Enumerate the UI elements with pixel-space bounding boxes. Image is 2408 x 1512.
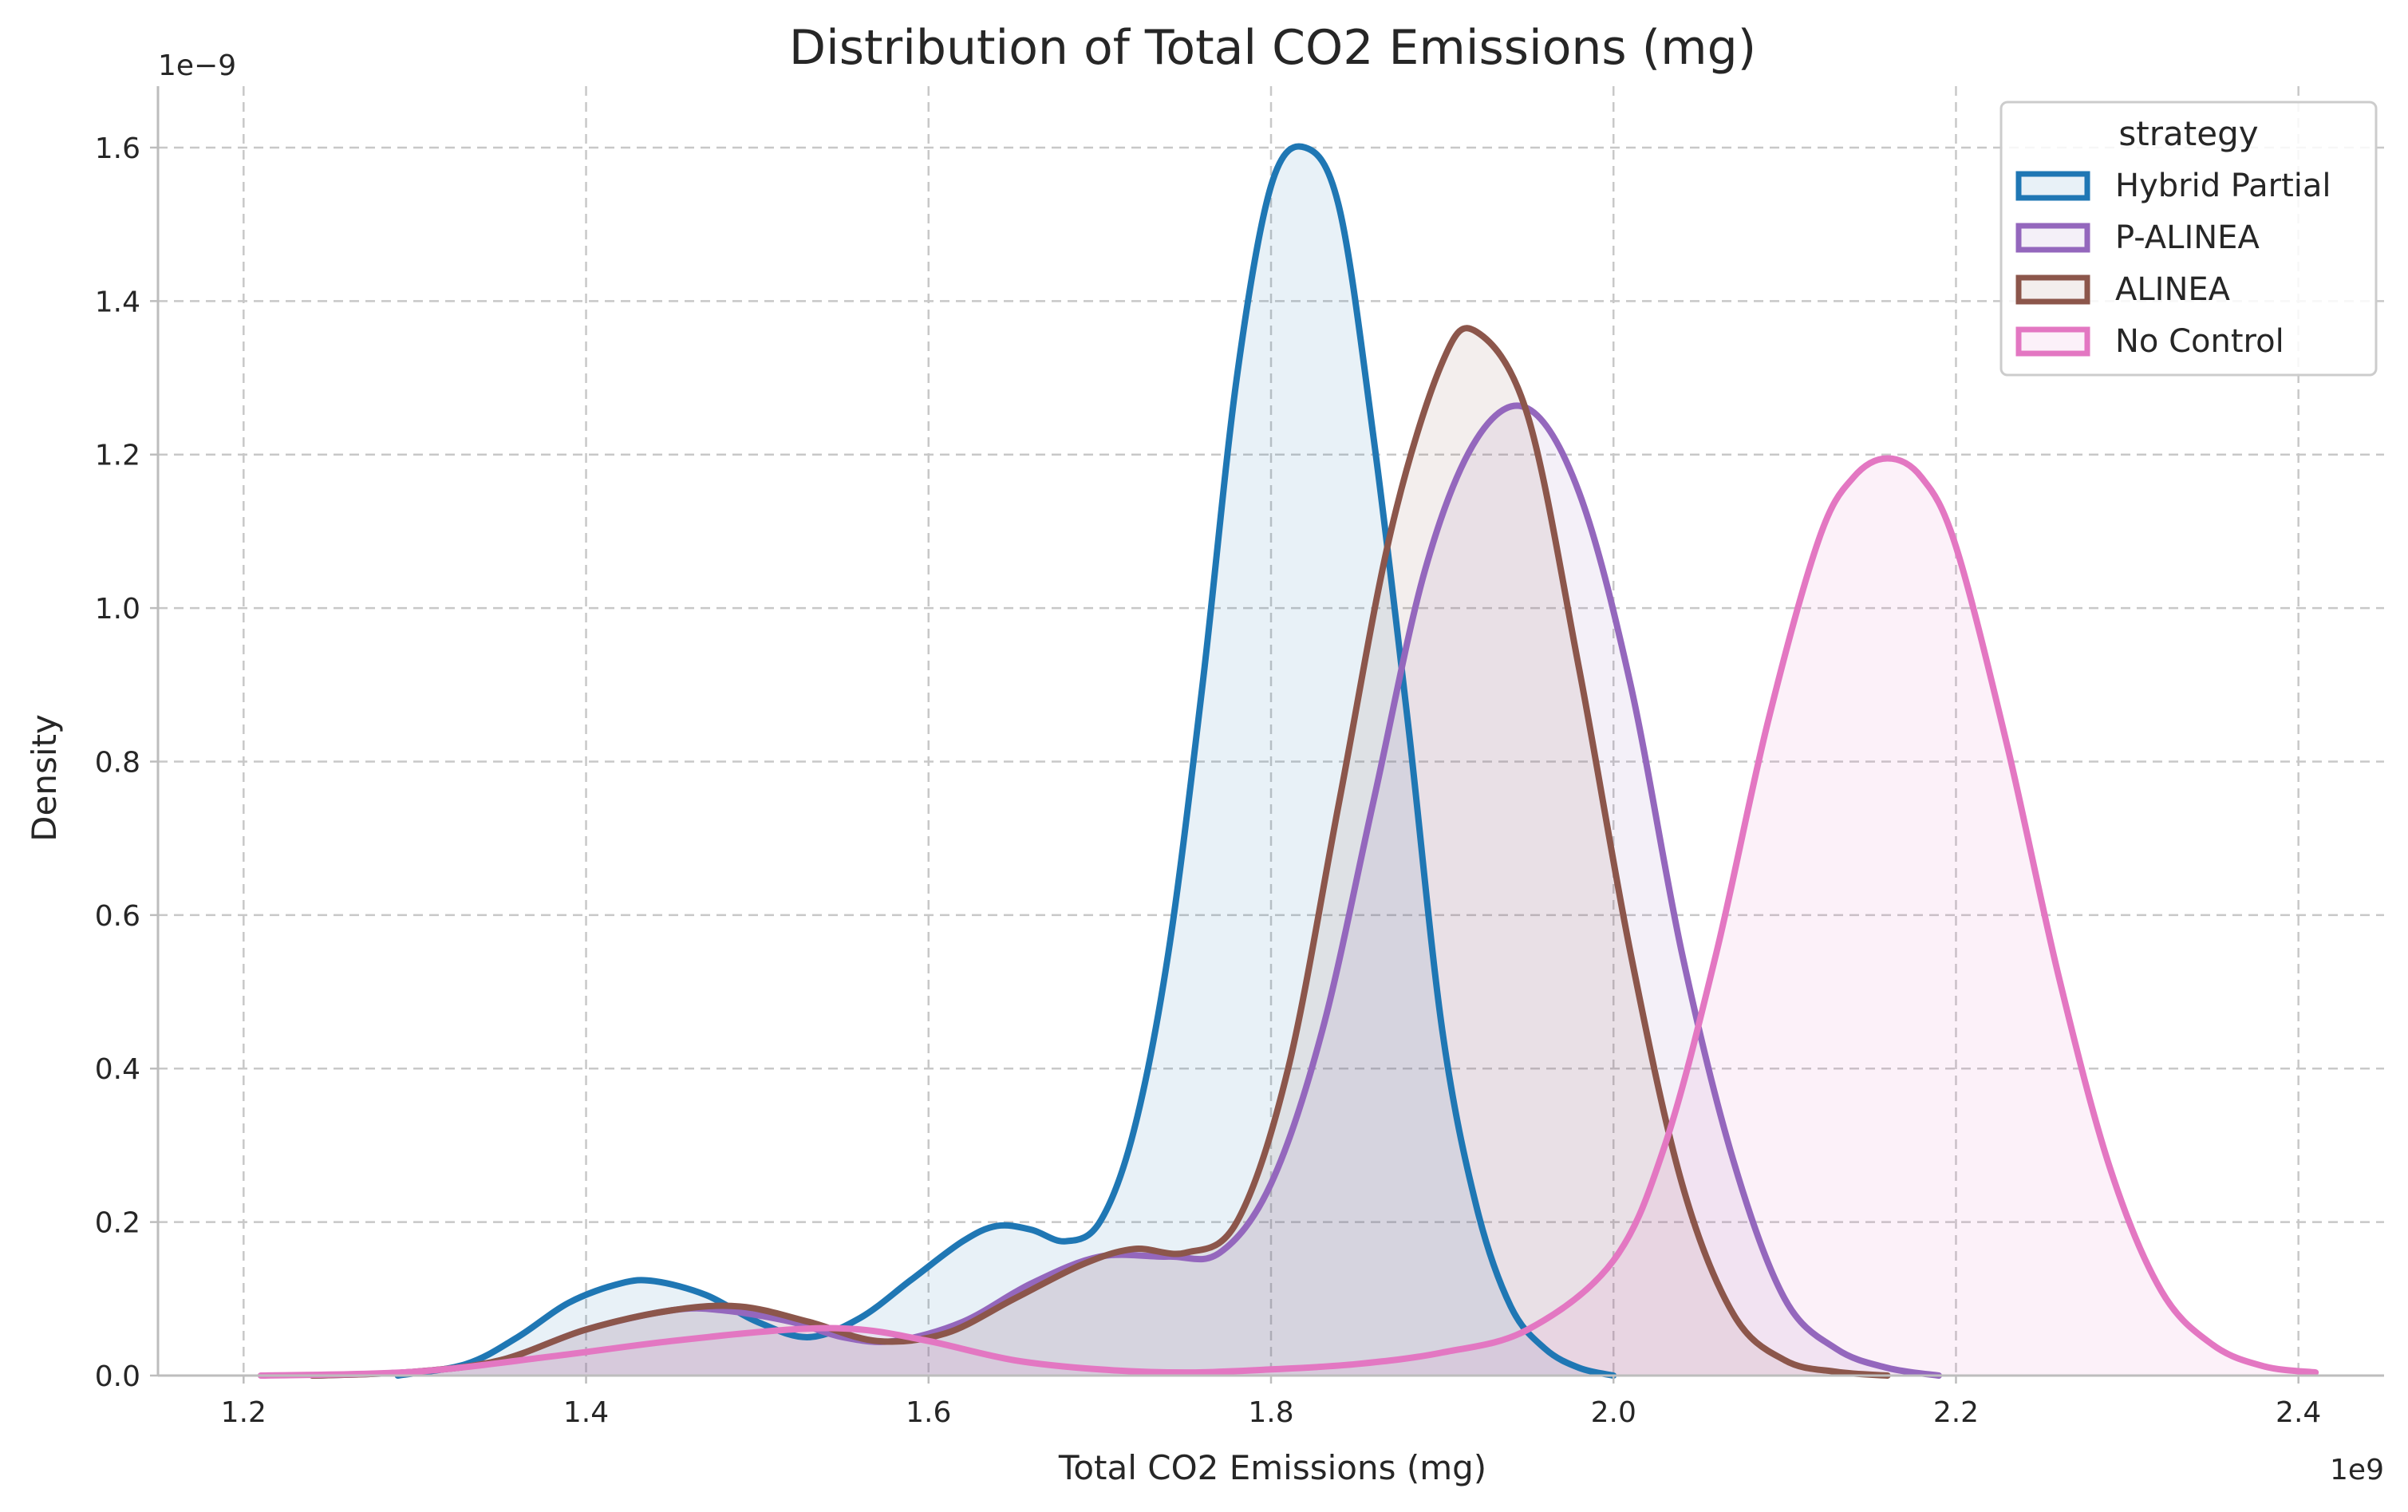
y-tick-label: 0.2 [95, 1207, 140, 1240]
legend-label-no-control: No Control [2115, 323, 2284, 360]
y-tick-label: 0.6 [95, 900, 140, 933]
y-tick-label: 0.0 [95, 1360, 140, 1393]
y-tick-label: 1.0 [95, 593, 140, 626]
line-layer [257, 143, 2319, 1379]
series-line-alinea [309, 325, 1891, 1379]
x-axis-title: Total CO2 Emissions (mg) [1058, 1448, 1486, 1487]
x-tick-label: 1.2 [221, 1396, 266, 1429]
series-line-no-control [257, 455, 2319, 1379]
y-tick-label: 0.4 [95, 1053, 140, 1086]
series-area-alinea [312, 328, 1888, 1376]
legend-items: Hybrid Partial P-ALINEA ALINEA No Control [2015, 168, 2331, 360]
legend-swatch-hybrid-partial [2015, 171, 2090, 201]
y-ticks: 0.0 0.2 0.4 0.6 0.8 1.0 1.2 1.4 1.6 [95, 132, 158, 1393]
x-ticks: 1.2 1.4 1.6 1.8 2.0 2.2 2.4 [221, 1376, 2321, 1429]
series-line-hybrid-partial [394, 143, 1617, 1379]
legend-swatch-alinea [2015, 274, 2090, 305]
x-tick-label: 2.0 [1591, 1396, 1636, 1429]
legend-title: strategy [2118, 114, 2258, 153]
legend: strategy Hybrid Partial P-ALINEA ALINEA No … [1999, 101, 2378, 377]
legend-swatch-p-alinea [2015, 223, 2090, 253]
legend-label-alinea: ALINEA [2115, 271, 2231, 308]
legend-label-p-alinea: P-ALINEA [2115, 219, 2260, 256]
chart-title: Distribution of Total CO2 Emissions (mg) [789, 20, 1756, 76]
x-tick-label: 2.4 [2276, 1396, 2321, 1429]
x-tick-label: 1.8 [1248, 1396, 1293, 1429]
y-tick-label: 1.2 [95, 440, 140, 472]
series-area-no-control [260, 458, 2316, 1376]
x-tick-label: 1.6 [906, 1396, 951, 1429]
y-tick-label: 1.4 [95, 286, 140, 318]
x-tick-label: 2.2 [1933, 1396, 1979, 1429]
y-axis-title: Density [25, 714, 64, 842]
series-area-p-alinea [312, 405, 1939, 1376]
x-tick-label: 1.4 [563, 1396, 609, 1429]
y-tick-label: 1.6 [95, 132, 140, 165]
y-axis-multiplier: 1e−9 [158, 49, 236, 82]
legend-swatch-no-control [2015, 326, 2090, 357]
legend-box [1999, 101, 2378, 377]
x-axis-multiplier: 1e9 [2330, 1454, 2384, 1486]
legend-label-hybrid-partial: Hybrid Partial [2115, 168, 2331, 204]
y-tick-label: 0.8 [95, 746, 140, 779]
